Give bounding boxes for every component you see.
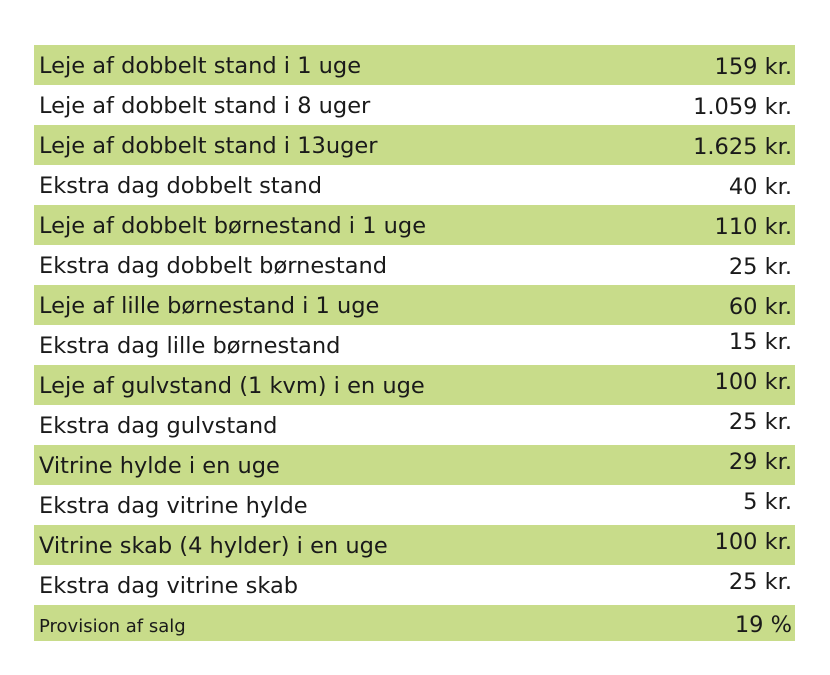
table-row: Vitrine skab (4 hylder) i en uge 100 kr.: [34, 525, 795, 565]
row-price: 25 kr.: [728, 569, 792, 595]
row-label: Leje af lille børnestand i 1 uge: [39, 293, 380, 319]
price-table: Leje af dobbelt stand i 1 uge 159 kr. Le…: [34, 45, 795, 641]
table-row: Leje af dobbelt børnestand i 1 uge 110 k…: [34, 205, 795, 245]
row-price: 60 kr.: [728, 294, 792, 320]
row-label: Leje af dobbelt stand i 1 uge: [39, 53, 362, 79]
table-row: Leje af gulvstand (1 kvm) i en uge 100 k…: [34, 365, 795, 405]
row-label: Provision af salg: [39, 616, 186, 637]
row-label: Ekstra dag dobbelt stand: [39, 173, 323, 199]
table-row: Provision af salg 19 %: [34, 605, 795, 641]
row-price: 5 kr.: [743, 489, 792, 515]
row-price: 1.625 kr.: [693, 134, 792, 160]
row-price: 19 %: [734, 612, 792, 638]
table-row: Ekstra dag vitrine hylde 5 kr.: [34, 485, 795, 525]
row-label: Ekstra dag vitrine hylde: [39, 493, 308, 519]
table-row: Leje af dobbelt stand i 13uger 1.625 kr.: [34, 125, 795, 165]
row-label: Ekstra dag dobbelt børnestand: [39, 253, 388, 279]
row-label: Ekstra dag gulvstand: [39, 413, 278, 439]
row-label: Leje af dobbelt børnestand i 1 uge: [39, 213, 427, 239]
table-row: Leje af dobbelt stand i 8 uger 1.059 kr.: [34, 85, 795, 125]
row-price: 29 kr.: [728, 449, 792, 475]
table-row: Ekstra dag lille børnestand 15 kr.: [34, 325, 795, 365]
table-row: Ekstra dag gulvstand 25 kr.: [34, 405, 795, 445]
row-label: Leje af dobbelt stand i 13uger: [39, 133, 378, 159]
table-row: Leje af lille børnestand i 1 uge 60 kr.: [34, 285, 795, 325]
row-price: 25 kr.: [728, 254, 792, 280]
table-row: Ekstra dag vitrine skab 25 kr.: [34, 565, 795, 605]
table-row: Ekstra dag dobbelt børnestand 25 kr.: [34, 245, 795, 285]
row-price: 159 kr.: [714, 54, 792, 80]
row-label: Ekstra dag vitrine skab: [39, 573, 299, 599]
row-price: 100 kr.: [714, 369, 792, 395]
table-row: Ekstra dag dobbelt stand 40 kr.: [34, 165, 795, 205]
row-price: 100 kr.: [714, 529, 792, 555]
row-price: 40 kr.: [728, 174, 792, 200]
row-price: 25 kr.: [728, 409, 792, 435]
row-label: Vitrine hylde i en uge: [39, 453, 280, 479]
row-label: Leje af dobbelt stand i 8 uger: [39, 93, 371, 119]
row-price: 15 kr.: [728, 329, 792, 355]
row-label: Leje af gulvstand (1 kvm) i en uge: [39, 373, 425, 399]
table-row: Vitrine hylde i en uge 29 kr.: [34, 445, 795, 485]
table-row: Leje af dobbelt stand i 1 uge 159 kr.: [34, 45, 795, 85]
row-price: 1.059 kr.: [693, 94, 792, 120]
row-price: 110 kr.: [714, 214, 792, 240]
row-label: Ekstra dag lille børnestand: [39, 333, 341, 359]
row-label: Vitrine skab (4 hylder) i en uge: [39, 533, 388, 559]
